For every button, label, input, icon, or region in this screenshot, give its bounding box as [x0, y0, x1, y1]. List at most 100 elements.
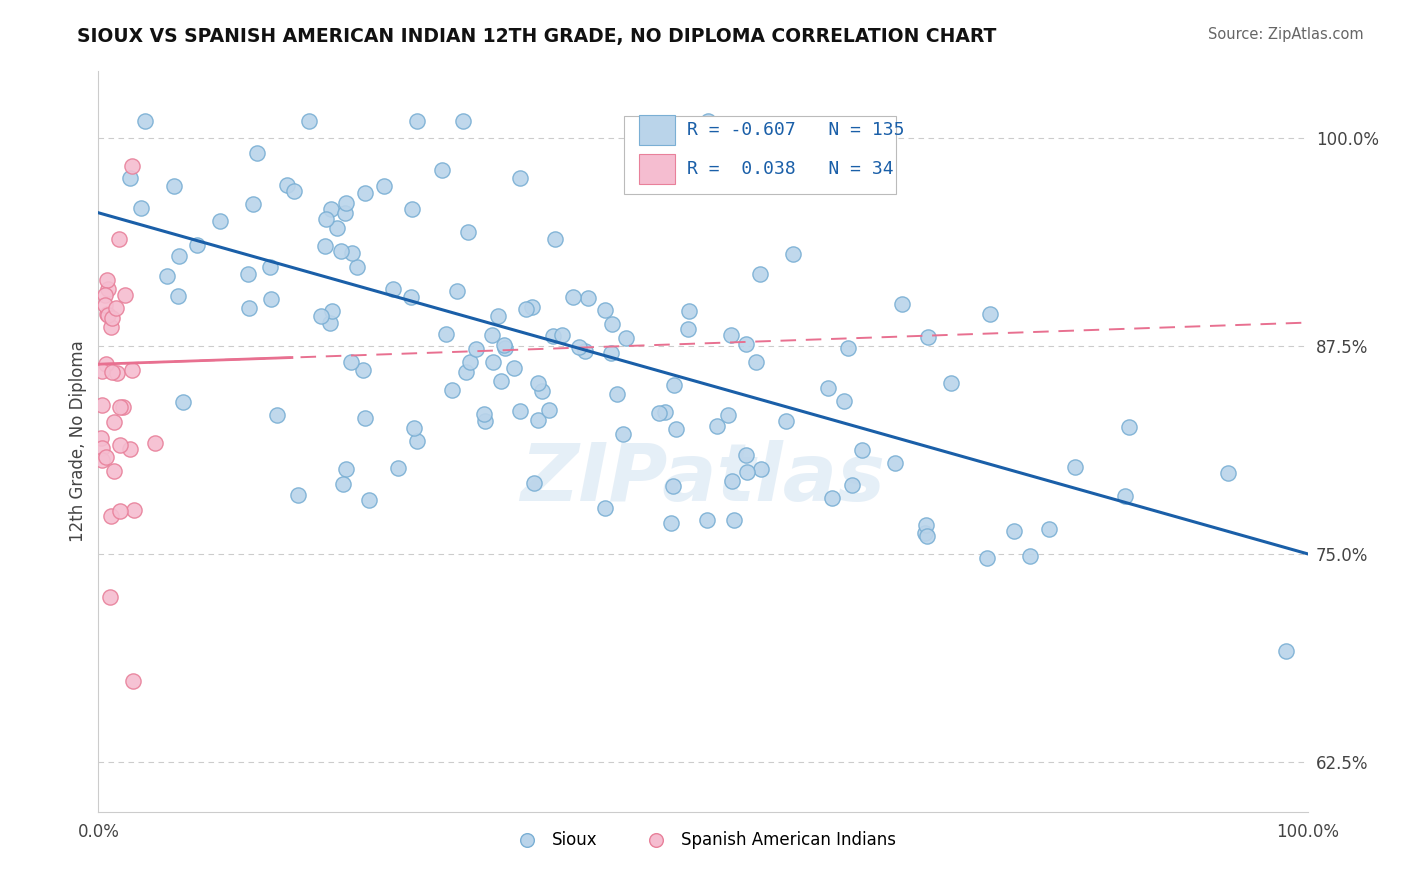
Point — [121, 159, 143, 173]
Point — [105, 301, 128, 316]
Point — [406, 114, 429, 128]
Point — [129, 201, 152, 215]
Point — [520, 300, 543, 314]
Point — [474, 414, 496, 428]
Point — [405, 434, 427, 449]
Point — [821, 491, 844, 506]
Point — [436, 326, 458, 341]
Point — [90, 431, 112, 445]
Point — [352, 363, 374, 377]
Point — [114, 288, 136, 302]
Point — [309, 309, 332, 323]
Point — [387, 461, 409, 475]
Point — [482, 355, 505, 369]
Point — [236, 267, 259, 281]
Point — [720, 474, 742, 488]
Point — [717, 408, 740, 422]
Point — [494, 341, 516, 355]
Point — [108, 504, 131, 518]
Point — [538, 402, 561, 417]
Point — [321, 304, 343, 318]
Point — [96, 357, 118, 371]
Point — [1114, 489, 1136, 503]
Point — [527, 413, 550, 427]
Y-axis label: 12th Grade, No Diploma: 12th Grade, No Diploma — [69, 341, 87, 542]
Point — [96, 273, 118, 287]
Point — [1118, 420, 1140, 434]
Point — [720, 327, 742, 342]
Point — [315, 211, 337, 226]
Point — [96, 307, 118, 321]
Point — [817, 381, 839, 395]
Point — [108, 438, 131, 452]
Point — [100, 319, 122, 334]
Point — [568, 340, 591, 354]
Point — [172, 395, 194, 409]
Point — [122, 503, 145, 517]
Point — [541, 329, 564, 343]
Point — [167, 289, 190, 303]
Point — [121, 362, 143, 376]
Point — [648, 406, 671, 420]
Point — [98, 591, 121, 605]
Point — [841, 477, 863, 491]
Point — [851, 443, 873, 458]
Point — [91, 398, 114, 412]
Point — [600, 346, 623, 360]
Point — [976, 551, 998, 566]
Point — [335, 196, 357, 211]
Point — [103, 415, 125, 429]
Point — [454, 365, 477, 379]
Point — [696, 114, 718, 128]
Point — [1274, 644, 1296, 658]
FancyBboxPatch shape — [638, 115, 675, 145]
Point — [472, 407, 495, 421]
Point — [891, 297, 914, 311]
Point — [314, 238, 336, 252]
Point — [319, 316, 342, 330]
Point — [706, 418, 728, 433]
Point — [381, 282, 404, 296]
Point — [335, 206, 357, 220]
Point — [614, 331, 637, 345]
Point — [544, 232, 567, 246]
Point — [186, 238, 208, 252]
Point — [332, 477, 354, 491]
Point — [574, 343, 596, 358]
Point — [134, 114, 156, 128]
Point — [492, 337, 515, 351]
Point — [745, 355, 768, 369]
Point — [242, 196, 264, 211]
Point — [550, 328, 572, 343]
Point — [209, 213, 232, 227]
Point — [103, 464, 125, 478]
Point — [238, 301, 260, 315]
Point — [659, 516, 682, 531]
Point — [91, 364, 114, 378]
Text: Source: ZipAtlas.com: Source: ZipAtlas.com — [1208, 27, 1364, 42]
Point — [530, 384, 553, 398]
Point — [346, 260, 368, 274]
Point — [1004, 524, 1026, 538]
Point — [357, 492, 380, 507]
Point — [1038, 522, 1060, 536]
Point — [526, 376, 548, 391]
Point — [105, 366, 128, 380]
Point — [340, 246, 363, 260]
Point — [593, 501, 616, 516]
Point — [430, 163, 453, 178]
Point — [489, 374, 512, 388]
Point — [979, 307, 1001, 321]
Point — [576, 291, 599, 305]
Point — [353, 186, 375, 200]
Text: ZIPatlas: ZIPatlas — [520, 440, 886, 517]
Point — [283, 185, 305, 199]
Point — [155, 268, 177, 283]
Point — [90, 441, 112, 455]
Point — [266, 408, 288, 422]
Point — [457, 225, 479, 239]
Point — [401, 202, 423, 217]
Point — [735, 465, 758, 479]
Point — [678, 322, 700, 336]
Point — [662, 479, 685, 493]
